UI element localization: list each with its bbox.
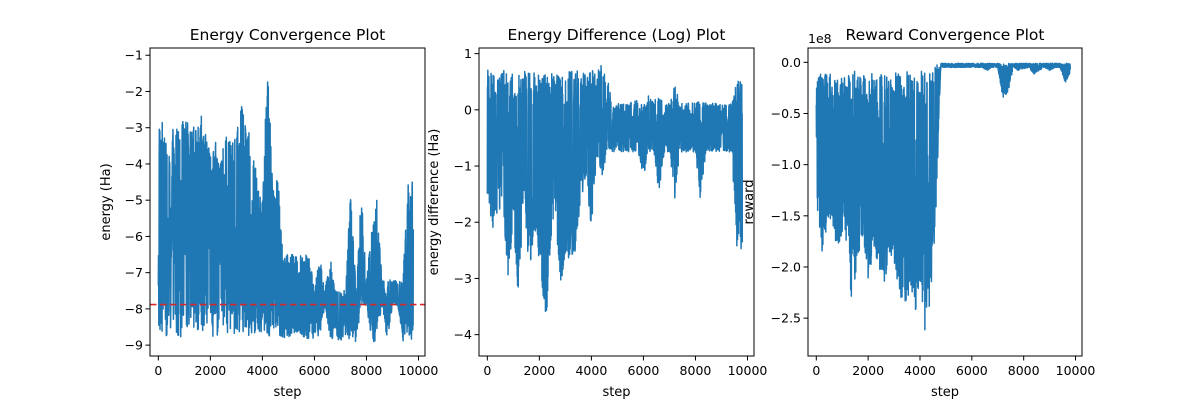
axes-frame — [149, 47, 426, 357]
y-tick-label: −3 — [125, 120, 143, 135]
y-tick-label: −2 — [454, 215, 472, 230]
y-axis-label: reward — [742, 179, 757, 224]
x-tick-label: 8000 — [351, 363, 383, 378]
chart-panel-1: 0 2000 4000 6000 8000 10000 −9 −8 −7 −6 −5 −4 −3 −2 −1… — [99, 26, 438, 400]
y-tick-label: −2 — [125, 84, 143, 99]
y-tick-label: −2.5 — [771, 311, 801, 326]
x-axis-label: step — [602, 385, 630, 400]
y-tick-label: −1.0 — [771, 157, 801, 172]
y-tick-label: −4 — [125, 156, 143, 171]
y-axis-label: energy (Ha) — [99, 163, 114, 240]
chart-panel-3: 0 2000 4000 6000 8000 10000 −2.5 −2.0 −1.5 −1.0 −0… — [742, 26, 1095, 400]
y-axis-label: energy difference (Ha) — [427, 129, 442, 276]
x-tick-label: 4000 — [246, 363, 278, 378]
y-tick-label: −3 — [454, 271, 472, 286]
x-tick-label: 2000 — [852, 363, 884, 378]
x-tick-label: 10000 — [728, 363, 768, 378]
y-tick-label: 1 — [464, 46, 472, 61]
axes-frame — [807, 47, 1083, 357]
chart-panel-2: 0 2000 4000 6000 8000 10000 −4 −3 −2 −1 0 1 Energy D… — [427, 26, 767, 400]
y-tick-label: −9 — [125, 338, 143, 353]
y-tick-label: −8 — [125, 301, 143, 316]
x-axis-label: step — [931, 385, 959, 400]
x-tick-label: 6000 — [628, 363, 660, 378]
y-tick-label: −5 — [125, 193, 143, 208]
x-tick-label: 8000 — [1008, 363, 1040, 378]
y-tick-label: −4 — [454, 327, 472, 342]
axis-offset-label: 1e8 — [808, 31, 832, 46]
x-tick-label: 2000 — [523, 363, 555, 378]
series-line-3-1 — [815, 62, 1072, 331]
chart-title: Energy Convergence Plot — [190, 26, 386, 44]
chart-title: Reward Convergence Plot — [846, 26, 1045, 44]
x-tick-label: 10000 — [399, 363, 439, 378]
x-tick-label: 4000 — [575, 363, 607, 378]
y-tick-label: −0.5 — [771, 106, 801, 121]
x-tick-label: 2000 — [194, 363, 226, 378]
x-tick-label: 10000 — [1056, 363, 1096, 378]
x-tick-label: 0 — [812, 363, 820, 378]
y-tick-label: 0 — [464, 102, 472, 117]
chart-title: Energy Difference (Log) Plot — [508, 26, 726, 44]
y-tick-label: −7 — [125, 265, 143, 280]
axes-frame — [478, 47, 755, 357]
y-tick-label: 0.0 — [781, 55, 801, 70]
x-axis-label: step — [273, 385, 301, 400]
x-tick-label: 0 — [154, 363, 162, 378]
series-line-1-1 — [157, 81, 415, 343]
x-tick-label: 6000 — [956, 363, 988, 378]
x-tick-label: 4000 — [904, 363, 936, 378]
series-line-2-1 — [486, 64, 744, 313]
y-tick-label: −1 — [454, 159, 472, 174]
y-tick-label: −1.5 — [771, 208, 801, 223]
y-tick-label: −1 — [125, 48, 143, 63]
y-tick-label: −6 — [125, 229, 143, 244]
y-tick-label: −2.0 — [771, 259, 801, 274]
x-tick-label: 6000 — [299, 363, 331, 378]
x-tick-label: 0 — [483, 363, 491, 378]
x-tick-label: 8000 — [680, 363, 712, 378]
